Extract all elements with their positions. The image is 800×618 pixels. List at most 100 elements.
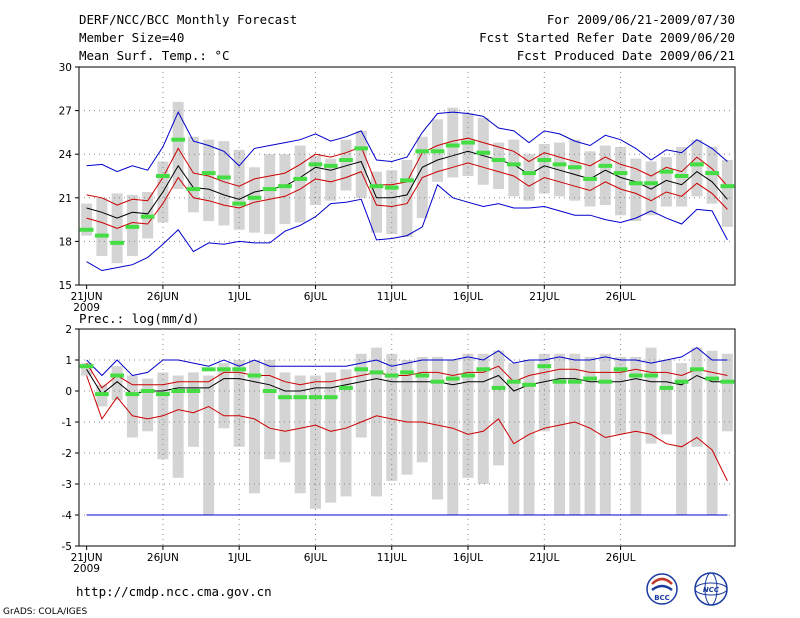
precipitation-spread-box (615, 356, 627, 435)
temperature-spread-box (370, 171, 382, 233)
temperature-obs-mark (156, 174, 170, 178)
temperature-obs-mark (323, 163, 338, 168)
precipitation-obs-mark (659, 385, 674, 390)
temperature-spread-box (493, 142, 505, 190)
temperature-obs-mark (506, 162, 521, 167)
precipitation-upper-line (86, 362, 728, 389)
forecast-period: For 2009/06/21-2009/07/30 (547, 12, 735, 27)
precipitation-ytick-label: -5 (62, 541, 72, 553)
temperature-xtick-label: 21JUN (71, 291, 103, 303)
temperature-xtick-label: 26JUL (606, 291, 636, 303)
temperature-spread-box (325, 158, 337, 201)
temperature-xtick-label: 16JUL (453, 291, 483, 303)
temperature-obs-mark (567, 165, 582, 170)
temperature-spread-box (264, 154, 276, 235)
temperature-ytick-label: 30 (59, 62, 72, 74)
temperature-ytick-label: 21 (59, 193, 72, 205)
temperature-obs-mark (613, 171, 628, 176)
precipitation-spread-box (523, 360, 535, 515)
precipitation-spread-box (538, 353, 550, 432)
temperature-obs-mark (262, 187, 277, 192)
chart-title: DERF/NCC/BCC Monthly Forecast (79, 12, 297, 27)
precipitation-spread-box (279, 372, 291, 463)
precipitation-obs-mark (674, 379, 689, 384)
precipitation-obs-mark (522, 382, 536, 387)
precipitation-spread-box (126, 375, 138, 438)
precipitation-obs-mark (323, 395, 338, 400)
temperature-spread-box (523, 154, 535, 201)
precipitation-obs-mark (384, 373, 399, 378)
precipitation-obs-mark (567, 379, 582, 384)
temperature-spread-box (355, 130, 367, 198)
precipitation-spread-box (370, 347, 382, 497)
precipitation-obs-mark (293, 395, 308, 400)
temperature-spread-box (279, 154, 291, 224)
temperature-obs-mark (400, 178, 414, 183)
temperature-min-line (86, 183, 728, 272)
temperature-spread-box (248, 167, 260, 233)
temperature-spread-box (187, 136, 199, 213)
precipitation-spread-box (447, 360, 459, 515)
temperature-spread-box (554, 142, 566, 197)
precipitation-spread-box (660, 360, 672, 435)
precipitation-spread-box (599, 353, 611, 515)
precipitation-xtick-label: 26JUN (147, 552, 179, 564)
temperature-xtick-label: 6JUL (304, 291, 327, 303)
precipitation-spread-box (630, 356, 642, 515)
temperature-obs-mark (491, 158, 506, 163)
temperature-spread-box (340, 139, 352, 191)
precipitation-spread-box (676, 363, 688, 515)
precipitation-obs-mark (140, 389, 155, 393)
precipitation-obs-mark (705, 376, 719, 381)
precipitation-ytick-label: 1 (65, 355, 72, 367)
precipitation-obs-mark (171, 389, 186, 393)
temperature-obs-mark (384, 185, 399, 190)
precipitation-spread-box (432, 356, 444, 500)
variable-label-temperature: Mean Surf. Temp.: °C (79, 48, 230, 63)
precipitation-ytick-label: -3 (62, 479, 72, 491)
temperature-obs-mark (720, 184, 735, 189)
precipitation-ytick-label: -2 (62, 448, 72, 460)
temperature-xtick-label: 26JUN (147, 291, 179, 303)
temperature-obs-mark (95, 233, 109, 238)
temperature-xtick-label: 1JUL (228, 291, 251, 303)
precipitation-obs-mark (232, 367, 247, 372)
temperature-obs-mark (247, 195, 262, 200)
temperature-obs-mark (445, 143, 460, 148)
fcst-produced-date: Fcst Produced Date 2009/06/21 (517, 48, 735, 63)
temperature-spread-box (599, 145, 611, 206)
temperature-spread-box (569, 139, 581, 201)
precipitation-obs-mark (400, 370, 414, 375)
temperature-obs-mark (140, 214, 155, 219)
precipitation-spread-box (309, 375, 321, 509)
temperature-obs-mark (659, 169, 674, 174)
precipitation-xtick-label: 16JUL (453, 552, 483, 564)
precipitation-spread-box (508, 363, 520, 515)
precipitation-spread-box (401, 360, 413, 475)
precipitation-obs-mark (537, 364, 552, 369)
precipitation-xtick-label: 26JUL (606, 552, 636, 564)
precipitation-spread-box (721, 353, 733, 432)
precipitation-spread-box (569, 353, 581, 515)
precipitation-spread-box (462, 353, 474, 478)
temperature-obs-mark (278, 184, 292, 189)
temperature-obs-mark (674, 174, 689, 178)
temperature-obs-mark (186, 187, 201, 192)
temperature-spread-box (401, 160, 413, 238)
svg-text:NCC: NCC (703, 586, 720, 594)
precipitation-spread-box (706, 350, 718, 515)
precipitation-spread-box (264, 360, 276, 460)
temperature-spread-box (447, 107, 459, 178)
precipitation-obs-mark (644, 373, 658, 378)
precipitation-ytick-label: -4 (62, 510, 73, 522)
precipitation-obs-mark (278, 395, 292, 400)
precipitation-obs-mark (491, 385, 506, 390)
temperature-spread-box (645, 161, 657, 216)
temperature-ytick-label: 15 (59, 280, 72, 292)
precipitation-xtick-label: 21JUN (71, 552, 103, 564)
temperature-spread-box (172, 101, 184, 190)
precipitation-obs-mark (125, 392, 140, 397)
temperature-max-line (86, 110, 728, 173)
temperature-obs-mark (628, 181, 643, 186)
temperature-spread-box (96, 197, 108, 256)
